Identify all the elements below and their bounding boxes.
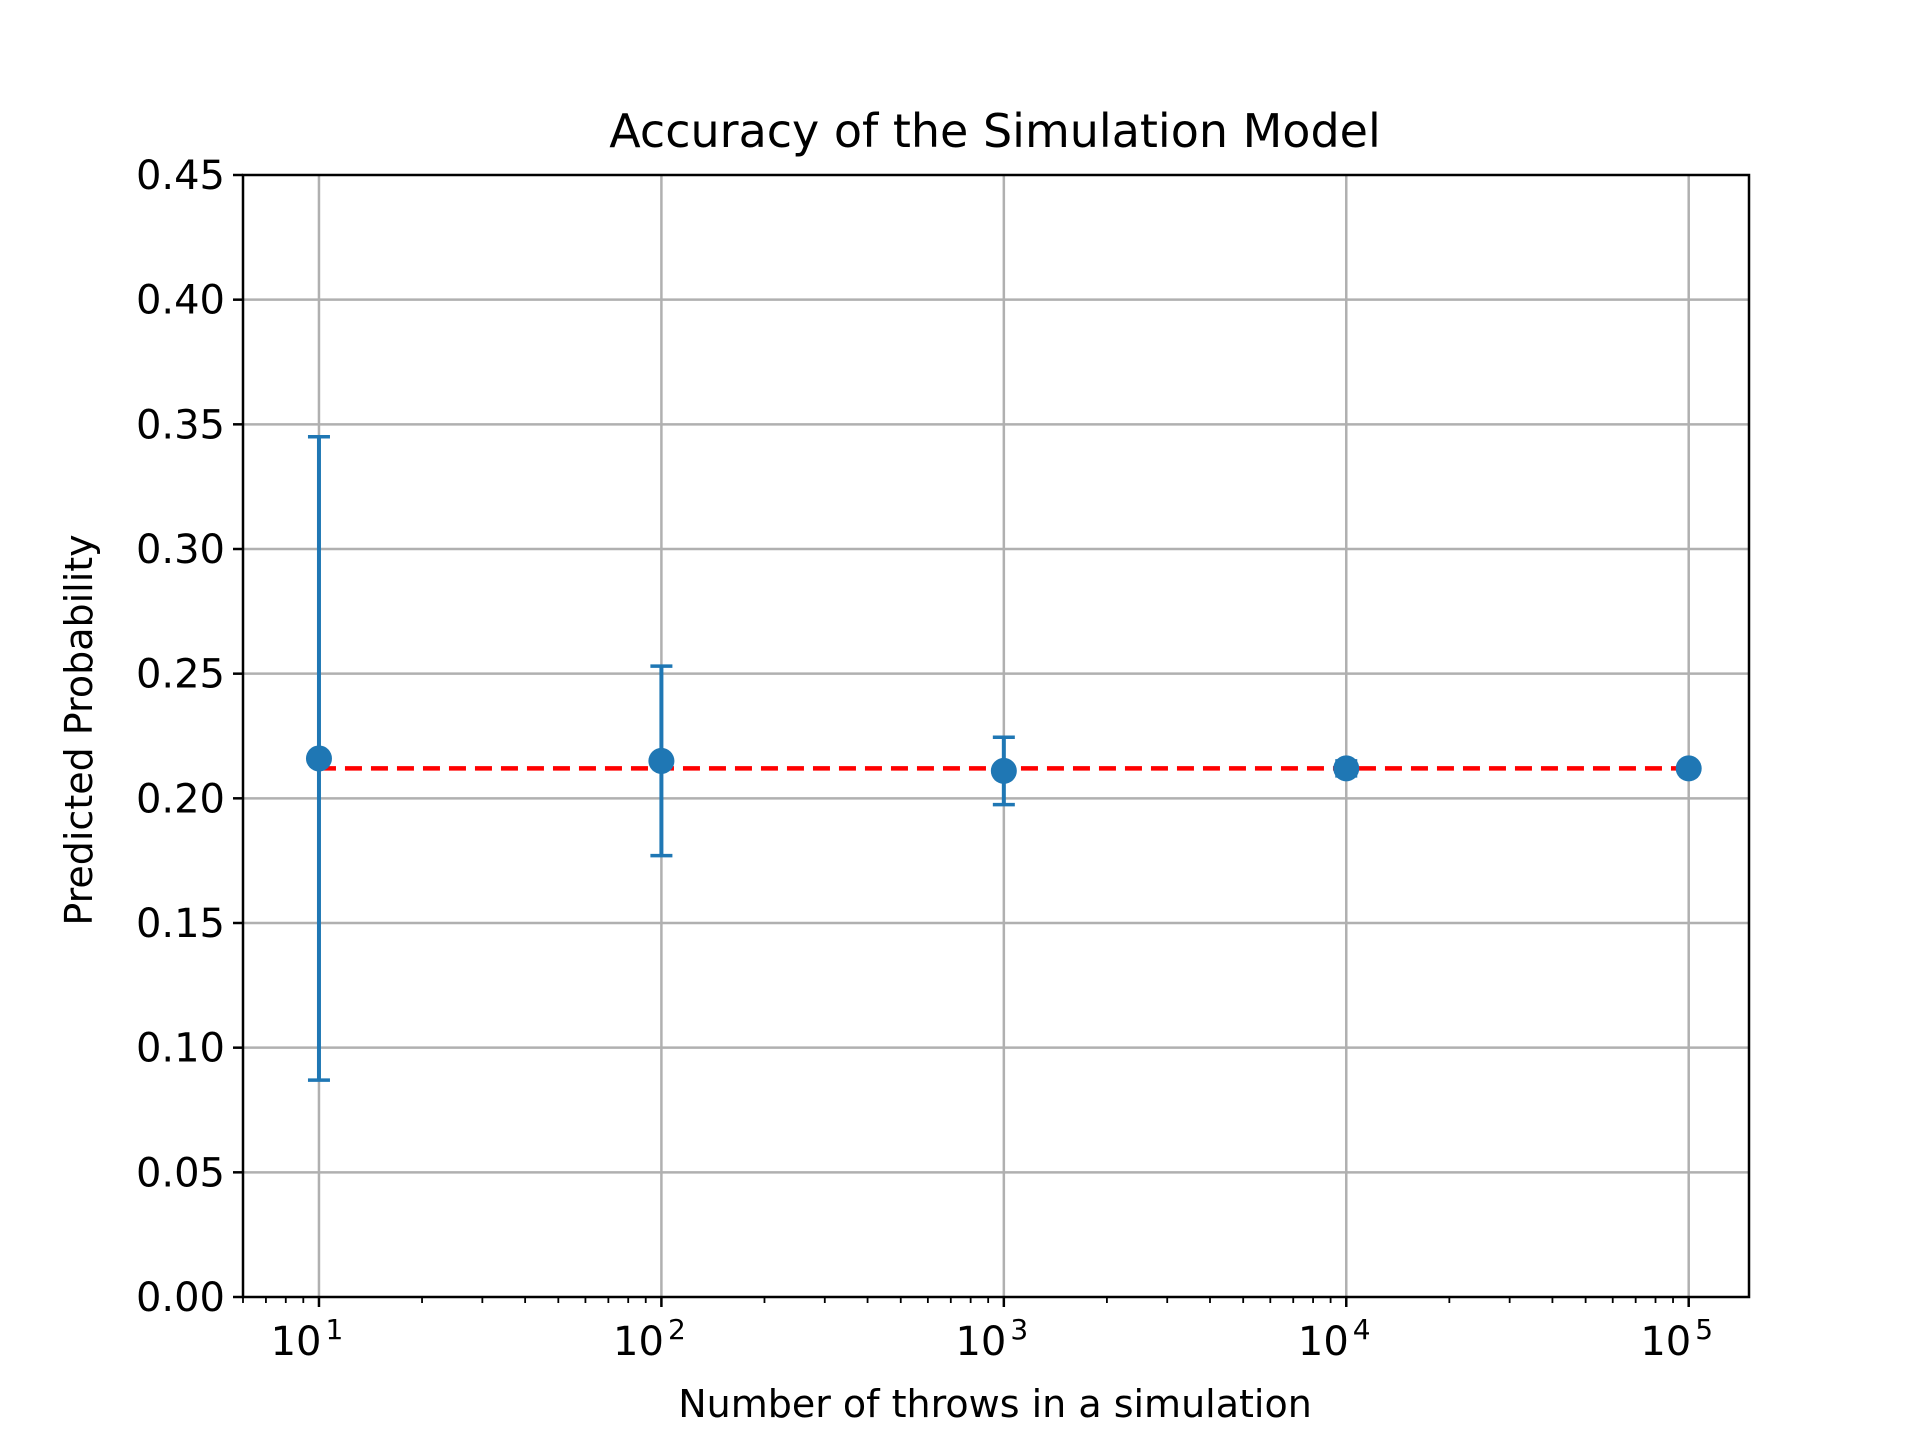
data-point <box>1333 755 1360 782</box>
y-tick-label: 0.15 <box>136 901 225 947</box>
grid <box>243 175 1749 1297</box>
x-tick-label: 10 5 <box>1640 1313 1713 1365</box>
plot-frame <box>241 173 1751 1299</box>
x-tick-label: 10 2 <box>613 1313 686 1365</box>
y-axis-title: Predicted Probability <box>57 534 101 925</box>
x-tick-exponent: 4 <box>1353 1313 1371 1346</box>
plot-series <box>305 435 1702 1082</box>
data-point <box>1675 755 1702 782</box>
x-tick-label: 10 1 <box>271 1313 344 1365</box>
x-axis-title: Number of throws in a simulation <box>678 1382 1312 1426</box>
y-tick-label: 0.25 <box>136 652 225 698</box>
x-tick-label: 10 4 <box>1298 1313 1371 1365</box>
y-tick-label: 0.00 <box>136 1275 225 1321</box>
data-point <box>648 747 675 774</box>
data-point <box>305 745 332 772</box>
y-tick-label: 0.40 <box>136 278 225 324</box>
x-tick-base: 10 <box>955 1319 1006 1365</box>
x-tick-base: 10 <box>613 1319 664 1365</box>
chart-title: Accuracy of the Simulation Model <box>609 104 1380 158</box>
y-tick-label: 0.10 <box>136 1026 225 1072</box>
x-tick-exponent: 5 <box>1695 1313 1713 1346</box>
axis-ticks: 0.00 0.05 0.10 0.15 0.20 0.25 0.30 0.35 0.40 0.45… <box>136 153 1713 1365</box>
x-tick-exponent: 2 <box>668 1313 686 1346</box>
y-tick-label: 0.30 <box>136 527 225 573</box>
y-tick-label: 0.20 <box>136 776 225 822</box>
x-tick-exponent: 1 <box>326 1313 344 1346</box>
y-tick-label: 0.35 <box>136 402 225 448</box>
x-tick-label: 10 3 <box>955 1313 1028 1365</box>
y-tick-label: 0.05 <box>136 1150 225 1196</box>
x-tick-base: 10 <box>1640 1319 1691 1365</box>
x-tick-base: 10 <box>271 1319 322 1365</box>
x-tick-exponent: 3 <box>1010 1313 1028 1346</box>
data-point <box>990 757 1017 784</box>
x-tick-base: 10 <box>1298 1319 1349 1365</box>
y-tick-label: 0.45 <box>136 153 225 199</box>
